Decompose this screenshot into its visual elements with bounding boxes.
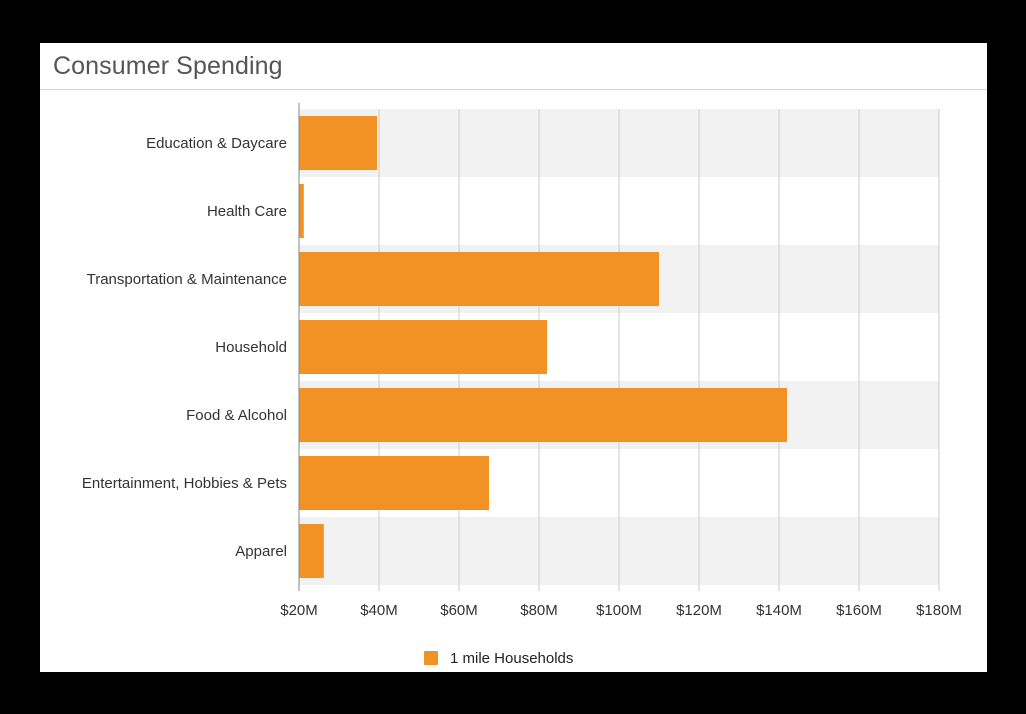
category-label: Apparel	[235, 543, 287, 560]
x-tick-label: $80M	[520, 602, 558, 619]
chart-card: Consumer Spending Education & Daycare Hea…	[40, 43, 987, 672]
x-tick-labels: $20M $40M $60M $80M $100M $120M $140M $160M $180…	[280, 602, 962, 619]
category-label: Education & Daycare	[146, 135, 287, 152]
bar[interactable]	[299, 456, 489, 510]
x-tick-label: $40M	[360, 602, 398, 619]
category-labels: Education & Daycare Health Care Transporta…	[82, 135, 287, 560]
x-tick-label: $120M	[676, 602, 722, 619]
category-label: Transportation & Maintenance	[87, 271, 287, 288]
bar[interactable]	[299, 184, 304, 238]
x-tick-label: $100M	[596, 602, 642, 619]
legend-label[interactable]: 1 mile Households	[450, 650, 573, 667]
grid-lines	[378, 109, 940, 591]
x-tick-label: $180M	[916, 602, 962, 619]
x-tick-label: $20M	[280, 602, 318, 619]
x-tick-label: $160M	[836, 602, 882, 619]
category-label: Food & Alcohol	[186, 407, 287, 424]
x-tick-label: $140M	[756, 602, 802, 619]
category-label: Entertainment, Hobbies & Pets	[82, 475, 287, 492]
bar[interactable]	[299, 524, 324, 578]
bar-series	[299, 116, 787, 578]
bar[interactable]	[299, 320, 547, 374]
bar[interactable]	[299, 116, 377, 170]
category-label: Household	[215, 339, 287, 356]
x-tick-label: $60M	[440, 602, 478, 619]
bar[interactable]	[299, 252, 659, 306]
legend-swatch[interactable]	[424, 651, 438, 665]
legend[interactable]: 1 mile Households	[424, 650, 573, 667]
card-title: Consumer Spending	[53, 52, 283, 80]
card-header: Consumer Spending	[40, 43, 987, 90]
category-label: Health Care	[207, 203, 287, 220]
consumer-spending-chart: Education & Daycare Health Care Transporta…	[82, 103, 962, 667]
bar[interactable]	[299, 388, 787, 442]
